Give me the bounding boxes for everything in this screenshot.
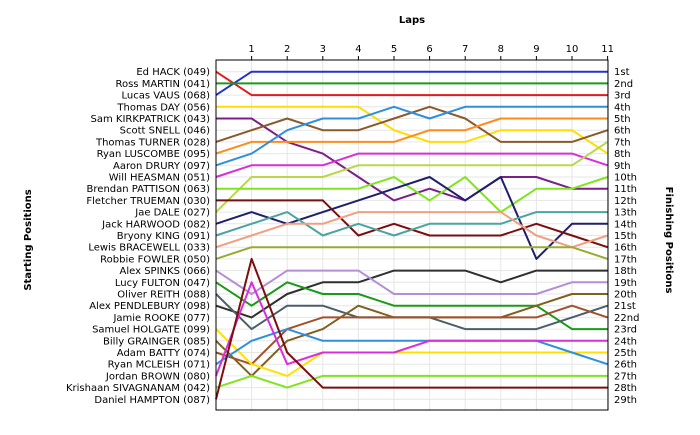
finishing-label: 13th bbox=[614, 208, 637, 219]
starting-label: Billy GRAINGER (085) bbox=[103, 336, 210, 347]
finishing-label: 4th bbox=[614, 102, 631, 113]
starting-label: Jordan BROWN (080) bbox=[105, 371, 210, 382]
finishing-label: 23rd bbox=[614, 325, 637, 336]
series-line-23 bbox=[215, 328, 608, 377]
finishing-label: 7th bbox=[614, 137, 631, 148]
plot-frame bbox=[215, 59, 609, 411]
finishing-position-labels: 1st2nd3rd4th5th6th7th8th9th10th11th12th1… bbox=[614, 67, 639, 406]
series-line-20 bbox=[215, 293, 608, 331]
series-lines bbox=[215, 70, 609, 400]
starting-label: Thomas TURNER (028) bbox=[95, 137, 210, 148]
starting-label: Ryan MCLEISH (071) bbox=[108, 360, 210, 371]
x-tick-label: 3 bbox=[320, 44, 326, 55]
finishing-label: 10th bbox=[614, 173, 637, 184]
series-line-17 bbox=[215, 269, 608, 319]
y-axis-label-left: Starting Positions bbox=[23, 189, 34, 290]
starting-label: Brendan PATTISON (063) bbox=[87, 184, 211, 195]
series-line-7 bbox=[215, 117, 608, 155]
finishing-label: 26th bbox=[614, 360, 637, 371]
starting-label: Aaron DRURY (097) bbox=[113, 161, 210, 172]
x-tick-label: 11 bbox=[601, 44, 614, 55]
series-line-14 bbox=[215, 211, 608, 237]
starting-label: Will HEASMAN (051) bbox=[109, 173, 210, 184]
starting-label: Oliver REITH (088) bbox=[117, 290, 210, 301]
series-line-19 bbox=[215, 281, 608, 331]
x-tick-label: 6 bbox=[426, 44, 432, 55]
series-line-5 bbox=[216, 117, 608, 202]
series-line-25 bbox=[215, 281, 608, 377]
series-line-2 bbox=[215, 70, 608, 96]
finishing-label: 5th bbox=[614, 114, 631, 125]
series-line-26 bbox=[215, 374, 608, 389]
finishing-label: 3rd bbox=[614, 91, 631, 102]
series-line-10 bbox=[215, 141, 609, 213]
x-tick-label: 2 bbox=[284, 44, 290, 55]
x-tick-label: 10 bbox=[566, 44, 579, 55]
finishing-label: 12th bbox=[614, 196, 637, 207]
finishing-label: 9th bbox=[614, 161, 631, 172]
finishing-label: 6th bbox=[614, 126, 631, 137]
x-tick-label: 9 bbox=[533, 44, 539, 55]
series-line-16 bbox=[215, 246, 608, 260]
finishing-label: 14th bbox=[614, 219, 637, 230]
starting-label: Jae DALE (027) bbox=[134, 208, 210, 219]
finishing-label: 1st bbox=[614, 67, 630, 78]
finishing-label: 29th bbox=[614, 395, 637, 406]
starting-label: Daniel HAMPTON (087) bbox=[94, 395, 210, 406]
finishing-label: 2nd bbox=[614, 79, 633, 90]
x-tick-label: 7 bbox=[462, 44, 468, 55]
finishing-label: 18th bbox=[614, 266, 637, 277]
series-line-18 bbox=[215, 269, 608, 295]
finishing-label: 11th bbox=[614, 184, 637, 195]
starting-label: Bryony KING (091) bbox=[117, 231, 210, 242]
series-line-9 bbox=[215, 152, 608, 178]
x-tick-label: 8 bbox=[498, 44, 504, 55]
starting-label: Sam KIRKPATRICK (043) bbox=[91, 114, 211, 125]
starting-label: Krishaan SIVAGNANAM (042) bbox=[66, 383, 210, 394]
finishing-label: 22nd bbox=[614, 313, 639, 324]
finishing-label: 20th bbox=[614, 290, 637, 301]
finishing-label: 19th bbox=[614, 278, 637, 289]
series-line-24 bbox=[215, 328, 608, 366]
starting-label: Thomas DAY (056) bbox=[116, 102, 210, 113]
series-line-1 bbox=[215, 70, 608, 97]
finishing-label: 27th bbox=[614, 371, 637, 382]
starting-label: Ed HACK (049) bbox=[136, 67, 210, 78]
starting-position-labels: Ed HACK (049)Ross MARTIN (041)Lucas VAUS… bbox=[66, 67, 210, 406]
finishing-label: 8th bbox=[614, 149, 631, 160]
finishing-label: 16th bbox=[614, 243, 637, 254]
series-line-15 bbox=[215, 211, 608, 249]
starting-label: Lewis BRACEWELL (033) bbox=[88, 243, 210, 254]
finishing-label: 24th bbox=[614, 336, 637, 347]
starting-label: Scott SNELL (046) bbox=[120, 126, 210, 137]
finishing-label: 21st bbox=[614, 301, 636, 312]
finishing-label: 28th bbox=[614, 383, 637, 394]
finishing-label: 25th bbox=[614, 348, 637, 359]
starting-label: Jack HARWOOD (082) bbox=[101, 219, 210, 230]
starting-label: Alex PENDLEBURY (098) bbox=[89, 301, 210, 312]
starting-label: Jamie ROOKE (077) bbox=[112, 313, 210, 324]
chart-title: Laps bbox=[399, 15, 425, 26]
x-tick-label: 5 bbox=[391, 44, 397, 55]
series-line-27 bbox=[215, 257, 608, 400]
starting-label: Ryan LUSCOMBE (095) bbox=[97, 149, 211, 160]
y-axis-label-right: Finishing Positions bbox=[663, 187, 674, 294]
series-line-12 bbox=[215, 176, 608, 260]
starting-label: Robbie FOWLER (050) bbox=[100, 254, 210, 265]
series-line-11 bbox=[216, 176, 608, 214]
x-tick-label: 4 bbox=[355, 44, 361, 55]
finishing-label: 15th bbox=[614, 231, 637, 242]
x-ticks: 1 2 3 4 5 6 7 8 9 10 11 bbox=[248, 44, 614, 60]
x-tick-label: 1 bbox=[248, 44, 254, 55]
starting-label: Lucy FULTON (047) bbox=[115, 278, 210, 289]
starting-label: Adam BATTY (074) bbox=[117, 348, 210, 359]
starting-label: Samuel HOLGATE (099) bbox=[92, 325, 210, 336]
starting-label: Lucas VAUS (068) bbox=[121, 91, 210, 102]
finishing-label: 17th bbox=[614, 254, 637, 265]
series-line-8 bbox=[215, 105, 608, 167]
starting-label: Alex SPINKS (066) bbox=[120, 266, 211, 277]
starting-label: Fletcher TRUEMAN (030) bbox=[86, 196, 210, 207]
starting-label: Ross MARTIN (041) bbox=[115, 79, 210, 90]
